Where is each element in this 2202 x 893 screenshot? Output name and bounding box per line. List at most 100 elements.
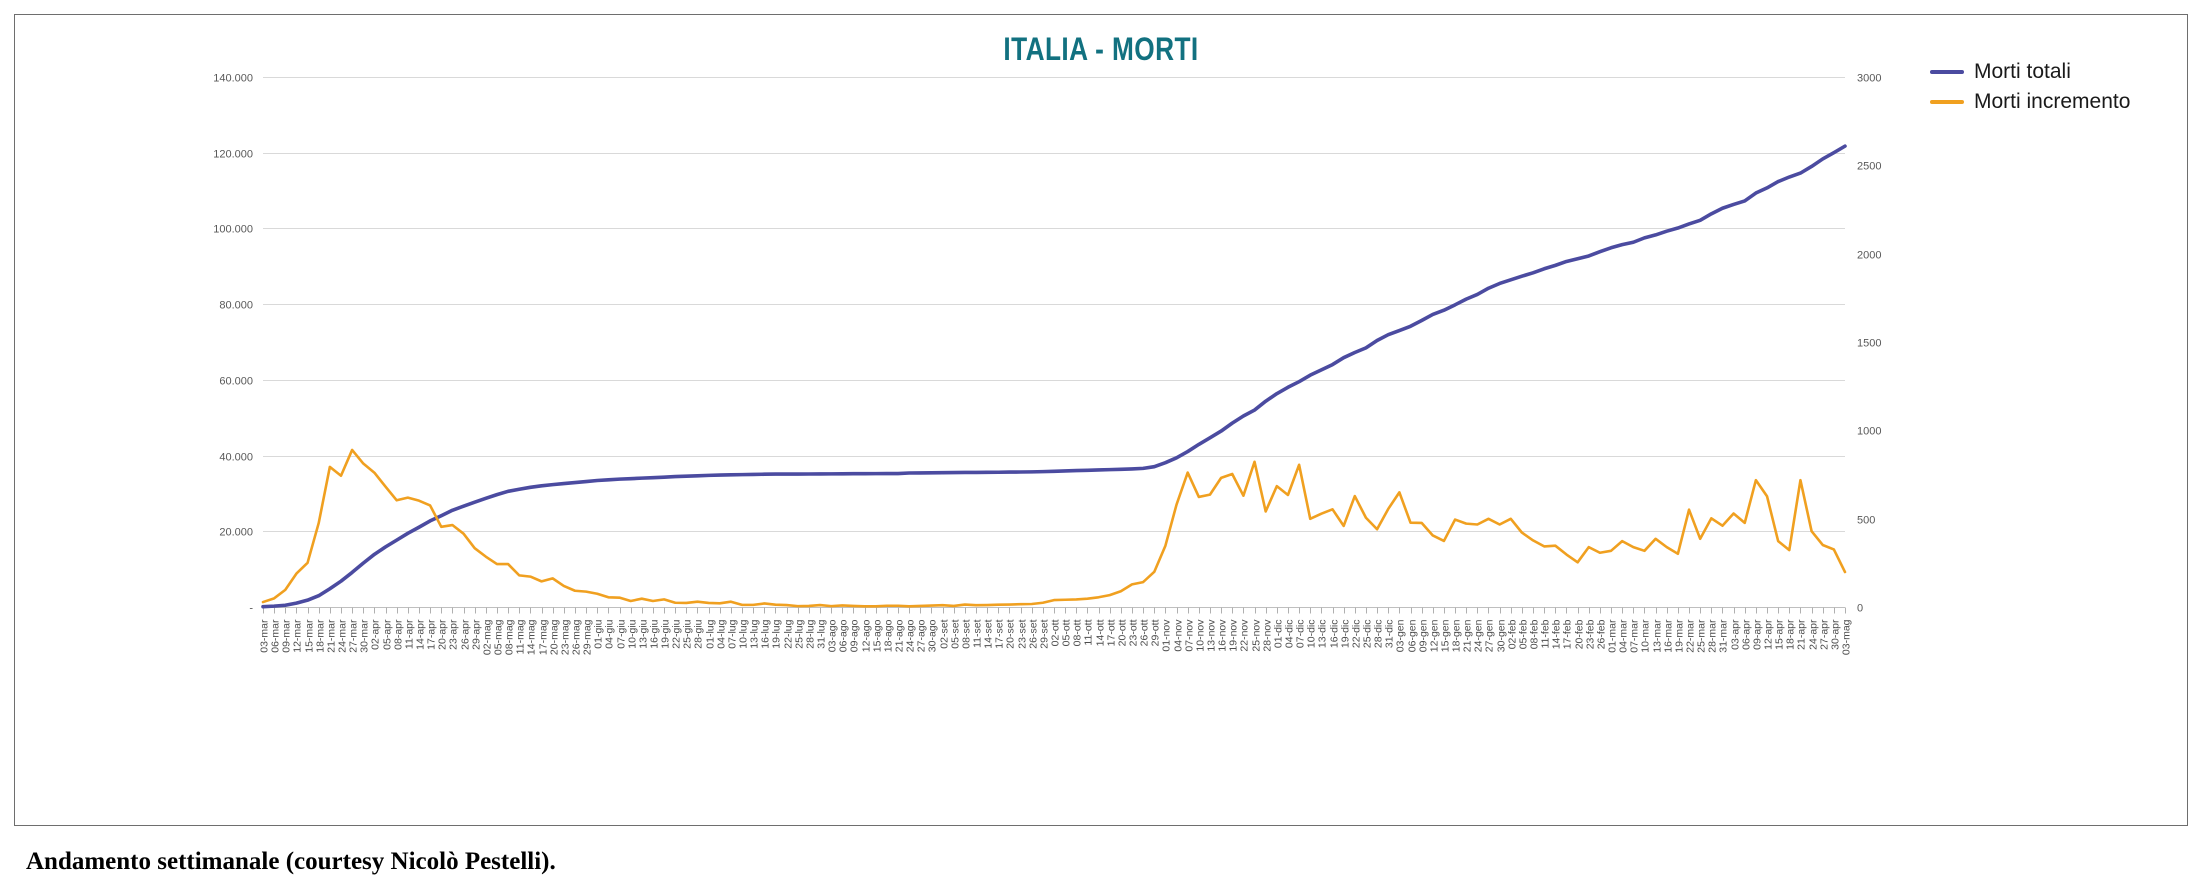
x-axis-tick-label: 31-dic <box>1384 620 1396 649</box>
x-axis-tick-label: 24-mar <box>337 619 349 653</box>
x-axis-tick-label: 01-lug <box>705 619 717 648</box>
y-axis-left-tick-label: 120.000 <box>213 149 253 161</box>
x-axis-tick-label: 01-giu <box>593 619 605 648</box>
x-axis-tick-label: 19-dic <box>1340 620 1352 649</box>
x-axis-tick-label: 13-dic <box>1317 620 1329 649</box>
x-axis-tick-label: 14-mag <box>526 619 538 655</box>
legend-item-morti-totali[interactable]: Morti totali <box>1930 61 2130 82</box>
x-axis-tick-label: 10-giu <box>627 619 639 648</box>
x-axis-tick-label: 06-ago <box>838 619 850 652</box>
x-axis-tick-label: 11-apr <box>404 619 416 649</box>
x-axis-tick-label: 29-mag <box>582 619 594 655</box>
x-axis-tick-label: 04-mar <box>1618 619 1630 653</box>
x-axis-tick-label: 02-feb <box>1507 619 1519 649</box>
x-axis-tick-label: 06-mar <box>270 619 282 653</box>
legend-label-morti-incremento: Morti incremento <box>1974 90 2131 113</box>
x-axis-tick-label: 30-apr <box>1830 619 1842 650</box>
x-axis-tick-label: 31-mar <box>1718 619 1730 653</box>
x-axis-tick-label: 05-feb <box>1518 619 1530 649</box>
x-axis-tick-label: 26-mag <box>571 619 583 655</box>
x-axis-tick-label: 05-ott <box>1061 619 1073 646</box>
x-axis-tick-label: 29-ott <box>1150 619 1162 646</box>
x-axis-tick-label: 21-ago <box>894 619 906 652</box>
x-axis-tick-label: 23-mag <box>560 619 572 655</box>
x-axis-tick-label: 10-lug <box>738 619 750 648</box>
x-axis-tick-label: 13-mar <box>1652 619 1664 653</box>
x-axis-tick-label: 31-lug <box>816 619 828 648</box>
x-axis-tick-label: 25-giu <box>682 619 694 648</box>
x-axis-tick-label: 06-gen <box>1407 619 1419 652</box>
x-axis-tick-label: 23-set <box>1017 619 1029 648</box>
x-axis-tick-label: 04-dic <box>1284 620 1296 649</box>
x-axis-tick-label: 26-ott <box>1139 619 1151 646</box>
x-axis-tick-label: 16-mar <box>1663 619 1675 653</box>
x-axis-tick-label: 25-mar <box>1696 619 1708 653</box>
x-axis-tick-label: 11-feb <box>1540 619 1552 648</box>
x-axis-tick-label: 23-apr <box>448 619 460 650</box>
x-axis-tick-label: 08-mag <box>504 619 516 655</box>
x-axis-tick-label: 13-nov <box>1206 619 1218 652</box>
y-axis-left-tick-label: 60.000 <box>219 376 253 388</box>
series-line-morti-totali <box>261 144 1847 609</box>
x-axis-tick-label: 19-mar <box>1674 619 1686 653</box>
x-axis-tick-label: 10-nov <box>1195 619 1207 652</box>
x-axis-tick-label: 15-apr <box>1774 619 1786 650</box>
x-axis-tick-label: 01-nov <box>1161 619 1173 652</box>
x-axis-tick-label: 12-gen <box>1429 619 1441 652</box>
x-axis-tick-label: 30-ago <box>927 619 939 652</box>
x-axis-tick-label: 03-ago <box>827 619 839 652</box>
y-axis-right-tick-label: 1000 <box>1857 426 1881 438</box>
x-axis-tick-label: 01-mar <box>1607 619 1619 653</box>
x-axis-tick-label: 13-lug <box>749 619 761 648</box>
x-axis-tick-label: 01-dic <box>1273 620 1285 649</box>
x-axis-tick-label: 28-dic <box>1373 620 1385 649</box>
x-axis-tick-label: 08-set <box>961 619 973 648</box>
x-axis-tick-label: 28-nov <box>1262 619 1274 652</box>
x-axis-tick-label: 14-set <box>983 619 995 648</box>
y-axis-left-tick-label: 80.000 <box>219 300 253 312</box>
x-axis-tick-label: 25-lug <box>794 619 806 648</box>
x-axis-tick-label: 07-giu <box>616 619 628 648</box>
x-axis-tick-label: 16-lug <box>760 619 772 648</box>
x-axis-tick-label: 28-mar <box>1707 619 1719 653</box>
x-axis-tick-label: 04-giu <box>604 619 616 648</box>
y-axis-left-tick-label: 140.000 <box>213 73 253 85</box>
legend-swatch-morti-incremento <box>1930 99 1964 104</box>
x-axis-tick-label: 02-ott <box>1050 619 1062 646</box>
chart-svg: - 20.000 40.000 60.000 80.000 100.000 120.000 1… <box>213 73 1881 656</box>
x-axis-tick-label: 04-nov <box>1173 619 1185 652</box>
x-axis-tick-label: 11-mag <box>515 619 527 654</box>
x-axis-tick-label: 15-gen <box>1440 619 1452 652</box>
legend-item-morti-incremento[interactable]: Morti incremento <box>1930 91 2130 112</box>
x-axis-tick-label: 22-dic <box>1351 620 1363 649</box>
x-axis-tick-label: 08-apr <box>393 619 405 650</box>
x-axis-tick-label: 03-apr <box>1730 619 1742 650</box>
x-axis-tick-label: 07-lug <box>727 619 739 648</box>
x-axis-tick-label: 03-gen <box>1395 619 1407 652</box>
x-axis-tick-label: 02-mag <box>482 619 494 655</box>
x-axis-tick-label: 19-giu <box>660 619 672 648</box>
x-axis-tick-label: 05-apr <box>382 619 394 650</box>
x-axis-tick-label: 27-mar <box>348 619 360 653</box>
x-axis-tick-label: 21-gen <box>1462 619 1474 652</box>
x-axis-tick-label: 07-mar <box>1629 619 1641 653</box>
y-axis-right-tick-label: 3000 <box>1857 73 1881 85</box>
x-axis-tick-label: 24-apr <box>1808 619 1820 650</box>
x-axis-tick-label: 11-ott <box>1083 619 1095 645</box>
x-axis-tick-label: 29-apr <box>471 619 483 650</box>
figure-caption: Andamento settimanale (courtesy Nicolò P… <box>26 848 556 875</box>
x-axis-tick-label: 27-ago <box>916 619 928 652</box>
x-axis-tick-label: 04-lug <box>716 619 728 648</box>
x-axis-tick-label: 22-mar <box>1685 619 1697 653</box>
x-axis-tick-label: 24-ago <box>905 619 917 652</box>
x-axis-tick-label: 25-dic <box>1362 620 1374 649</box>
x-axis-tick-label: 18-ago <box>883 619 895 652</box>
y-axis-left-tick-label: - <box>249 603 253 615</box>
x-axis-tick-label: 07-dic <box>1295 620 1307 649</box>
y-axis-left-tick-label: 40.000 <box>219 452 253 464</box>
x-axis-tick-label: 20-feb <box>1574 619 1586 649</box>
x-axis-tick-label: 14-ott <box>1095 619 1107 646</box>
x-axis-tick-label: 09-mar <box>281 619 293 653</box>
x-axis-tick-label: 12-apr <box>1763 619 1775 650</box>
x-axis-tick-label: 05-mag <box>493 619 505 655</box>
